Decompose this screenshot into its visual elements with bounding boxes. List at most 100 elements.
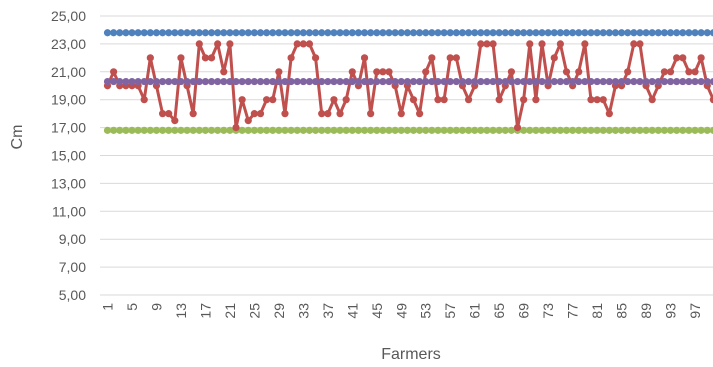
data-point <box>605 126 613 134</box>
data-point <box>520 77 528 86</box>
data-point <box>269 29 277 37</box>
data-point <box>556 29 564 37</box>
data-point <box>458 29 467 37</box>
data-point <box>207 29 216 37</box>
data-point <box>489 77 497 86</box>
data-point <box>158 29 167 37</box>
data-point <box>587 29 595 37</box>
data-point <box>709 77 713 86</box>
data-point <box>611 77 620 86</box>
y-tick-label: 21,00 <box>51 64 86 80</box>
data-point <box>360 126 369 134</box>
data-point <box>679 126 687 134</box>
data-point <box>507 29 516 37</box>
data-point <box>697 126 705 134</box>
data-point <box>507 77 516 86</box>
y-tick-label: 19,00 <box>51 92 86 108</box>
x-tick-label: 69 <box>516 303 532 319</box>
data-point <box>703 126 711 134</box>
data-point <box>452 54 460 62</box>
data-point <box>122 29 130 37</box>
data-point <box>569 126 577 134</box>
data-point <box>556 77 564 86</box>
data-point <box>471 77 479 86</box>
data-point <box>483 29 491 37</box>
data-point <box>397 77 405 86</box>
data-point <box>685 29 693 37</box>
data-point <box>299 29 307 37</box>
data-point <box>207 54 216 62</box>
y-tick-label: 13,00 <box>51 175 86 191</box>
x-tick-label: 25 <box>246 303 262 319</box>
data-point <box>207 77 216 86</box>
x-tick-label: 97 <box>687 303 703 319</box>
data-point <box>103 126 112 134</box>
data-point <box>544 77 552 86</box>
data-point <box>348 126 356 134</box>
data-point <box>562 29 571 37</box>
data-point <box>673 126 681 134</box>
series-2 <box>103 126 713 134</box>
data-point <box>642 77 650 86</box>
data-point <box>654 29 662 37</box>
data-point <box>379 77 387 86</box>
data-point <box>330 96 338 104</box>
data-point <box>464 29 473 37</box>
data-point <box>165 77 173 86</box>
data-point <box>422 68 430 76</box>
data-point <box>293 126 301 134</box>
data-point <box>244 117 252 125</box>
x-tick-label: 53 <box>418 303 434 319</box>
data-point <box>477 126 485 134</box>
data-point <box>575 77 583 86</box>
data-point <box>354 77 363 86</box>
data-point <box>685 68 693 76</box>
data-point <box>189 77 197 86</box>
data-point <box>550 54 558 62</box>
data-point <box>703 29 711 37</box>
data-point <box>434 29 442 37</box>
x-tick-label: 61 <box>467 303 483 319</box>
data-point <box>367 110 375 118</box>
data-point <box>709 29 713 37</box>
data-point <box>250 77 258 86</box>
data-point <box>201 77 210 86</box>
data-point <box>183 29 191 37</box>
gridlines <box>100 15 713 296</box>
data-point <box>452 126 460 134</box>
data-point <box>171 126 179 134</box>
data-point <box>452 77 460 86</box>
data-point <box>220 77 228 86</box>
data-point <box>220 126 228 134</box>
data-point <box>232 77 240 86</box>
data-point <box>152 126 161 134</box>
data-point <box>275 29 283 37</box>
data-point <box>305 126 314 134</box>
data-point <box>373 77 381 86</box>
data-point <box>256 126 265 134</box>
data-point <box>385 77 393 86</box>
data-point <box>140 29 148 37</box>
data-point <box>165 126 173 134</box>
data-point <box>697 77 705 86</box>
data-point <box>330 77 338 86</box>
data-point <box>666 68 675 76</box>
data-point <box>232 29 240 37</box>
data-point <box>195 29 203 37</box>
data-point <box>336 126 344 134</box>
data-point <box>416 29 424 37</box>
data-point <box>238 77 246 86</box>
x-tick-label: 5 <box>124 303 140 311</box>
data-point <box>207 126 216 134</box>
data-point <box>128 126 136 134</box>
x-tick-label: 73 <box>540 303 556 319</box>
data-point <box>697 54 705 62</box>
data-point <box>587 126 595 134</box>
data-point <box>177 77 185 86</box>
data-point <box>244 29 252 37</box>
data-point <box>354 29 363 37</box>
data-point <box>256 110 265 118</box>
data-point <box>281 126 289 134</box>
data-point <box>226 126 234 134</box>
data-point <box>624 29 632 37</box>
